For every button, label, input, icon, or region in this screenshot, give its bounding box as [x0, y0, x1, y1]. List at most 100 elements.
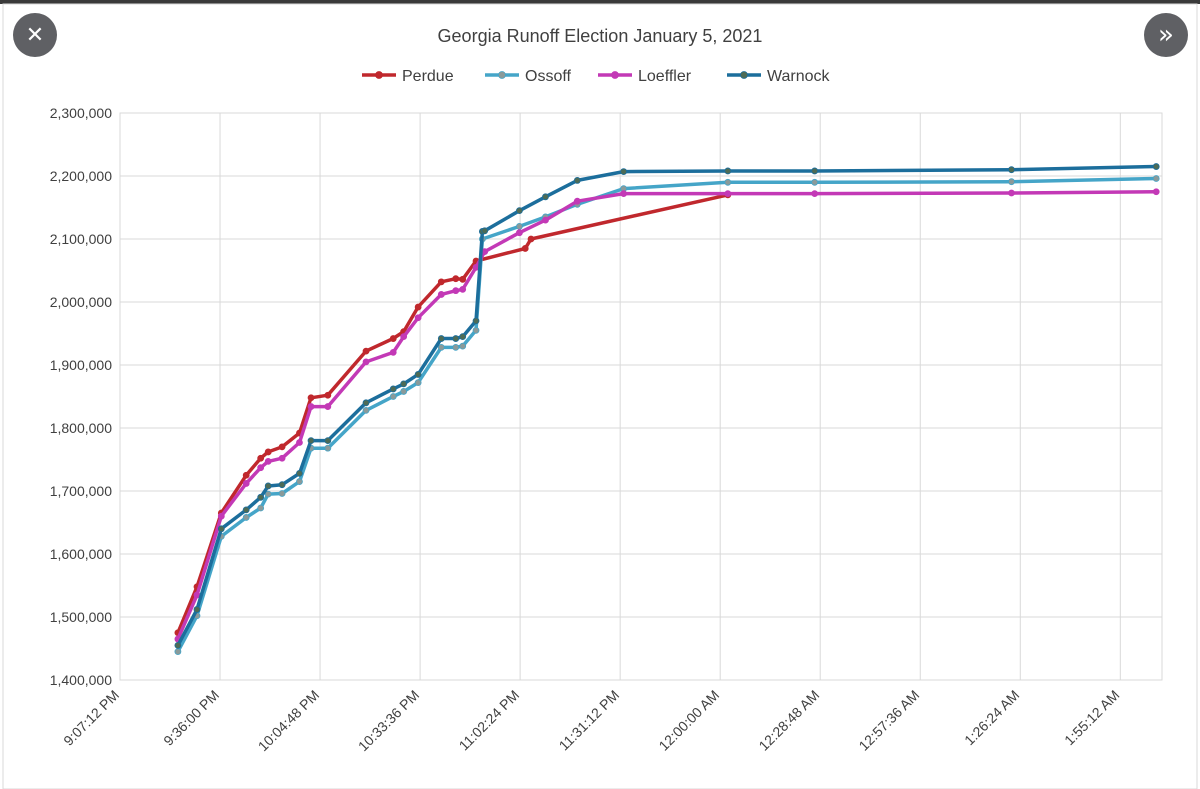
data-point-ossoff	[264, 490, 272, 498]
data-point-ossoff	[400, 388, 408, 395]
data-point-loeffler	[459, 285, 467, 293]
data-point-loeffler	[257, 464, 265, 472]
data-point-warnock	[414, 371, 422, 378]
data-point-loeffler	[1008, 189, 1015, 197]
data-point-warnock	[174, 641, 182, 649]
data-point-warnock	[1152, 163, 1160, 170]
y-tick-label: 2,200,000	[50, 168, 112, 184]
data-point-perdue	[437, 278, 445, 286]
series-ossoff	[174, 175, 1160, 656]
data-point-loeffler	[573, 197, 581, 205]
series-lines	[174, 163, 1160, 656]
data-point-warnock	[573, 177, 581, 184]
y-axis-tick-labels: 1,400,000 1,500,000 1,600,000 1,700,000 1,80…	[50, 105, 112, 688]
data-point-loeffler	[620, 190, 628, 198]
data-point-ossoff	[437, 343, 445, 351]
legend-marker	[498, 71, 506, 79]
data-point-warnock	[264, 482, 272, 490]
data-point-perdue	[527, 235, 535, 243]
data-point-loeffler	[542, 216, 549, 224]
chart-legend: Perdue Ossoff Loeffler Warnock	[362, 68, 831, 85]
data-point-ossoff	[724, 178, 732, 186]
next-button[interactable]: »	[1144, 13, 1188, 57]
series-line-warnock	[176, 164, 1158, 648]
data-point-loeffler	[278, 454, 286, 462]
data-point-perdue	[452, 275, 460, 283]
data-point-warnock	[459, 333, 467, 341]
data-point-loeffler	[307, 403, 315, 410]
data-point-ossoff	[459, 342, 467, 350]
data-point-ossoff	[1152, 175, 1160, 182]
data-point-warnock	[362, 399, 370, 407]
data-point-ossoff	[174, 648, 182, 656]
y-tick-label: 1,600,000	[50, 546, 112, 562]
data-point-perdue	[324, 391, 332, 399]
legend-item-loeffler: Loeffler	[598, 68, 692, 85]
data-point-warnock	[481, 227, 489, 235]
legend-label: Perdue	[402, 68, 454, 85]
data-point-ossoff	[389, 393, 397, 400]
legend-item-perdue: Perdue	[362, 68, 454, 85]
series-loeffler	[174, 188, 1160, 643]
data-point-ossoff	[1008, 178, 1015, 186]
data-point-perdue	[521, 245, 529, 252]
data-point-ossoff	[452, 343, 460, 351]
data-point-loeffler	[414, 314, 422, 322]
data-point-loeffler	[217, 512, 225, 520]
data-point-warnock	[811, 167, 819, 175]
close-icon: ✕	[25, 22, 45, 48]
data-point-warnock	[1008, 166, 1015, 174]
y-tick-label: 1,800,000	[50, 420, 112, 436]
data-point-loeffler	[264, 457, 272, 465]
data-point-warnock	[307, 437, 315, 445]
series-warnock	[174, 163, 1160, 649]
data-point-ossoff	[324, 444, 332, 452]
legend-item-warnock: Warnock	[727, 68, 831, 85]
data-point-loeffler	[516, 229, 523, 237]
data-point-warnock	[217, 525, 225, 533]
chart-area	[2, 3, 1198, 789]
data-point-loeffler	[296, 439, 303, 446]
data-point-loeffler	[242, 480, 250, 487]
data-point-warnock	[257, 493, 265, 501]
chevron-double-right-icon: »	[1158, 20, 1174, 50]
data-point-ossoff	[278, 490, 286, 497]
chart-title: Georgia Runoff Election January 5, 2021	[438, 26, 763, 46]
data-point-loeffler	[1152, 188, 1160, 196]
y-tick-label: 2,100,000	[50, 231, 112, 247]
y-tick-label: 2,000,000	[50, 294, 112, 310]
y-tick-label: 1,400,000	[50, 672, 112, 688]
data-point-warnock	[324, 437, 332, 445]
legend-item-ossoff: Ossoff	[485, 68, 572, 85]
data-point-perdue	[307, 394, 315, 402]
y-tick-label: 1,500,000	[50, 609, 112, 625]
data-point-loeffler	[324, 403, 332, 410]
plot-border	[119, 112, 1163, 681]
data-point-ossoff	[362, 406, 370, 414]
data-point-warnock	[437, 335, 445, 342]
y-tick-label: 1,900,000	[50, 357, 112, 373]
data-point-perdue	[242, 471, 250, 479]
data-point-warnock	[296, 469, 303, 477]
y-tick-label: 2,300,000	[50, 105, 112, 121]
data-point-warnock	[542, 193, 549, 201]
data-point-warnock	[193, 606, 201, 613]
data-point-loeffler	[437, 291, 445, 298]
close-button[interactable]: ✕	[13, 13, 57, 57]
legend-marker	[611, 71, 619, 79]
data-point-perdue	[278, 443, 286, 451]
data-point-loeffler	[400, 333, 408, 341]
data-point-warnock	[620, 168, 628, 175]
data-point-perdue	[389, 335, 397, 342]
data-point-perdue	[362, 347, 370, 355]
legend-marker	[375, 71, 383, 79]
data-point-warnock	[516, 207, 523, 215]
data-point-ossoff	[472, 326, 480, 334]
data-point-ossoff	[257, 504, 265, 512]
data-point-ossoff	[811, 178, 819, 186]
legend-label: Warnock	[767, 68, 831, 85]
data-point-warnock	[389, 385, 397, 393]
data-point-warnock	[278, 481, 286, 489]
data-point-ossoff	[414, 379, 422, 387]
